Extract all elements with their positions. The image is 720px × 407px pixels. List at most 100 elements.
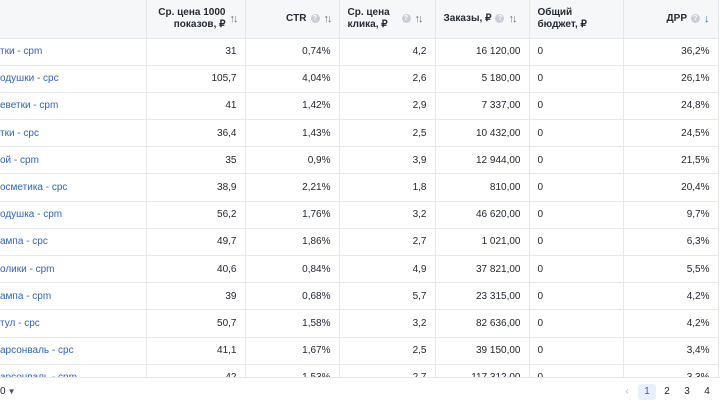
header-name	[0, 0, 147, 39]
table-row: ой - cpm 35 0,9% 3,9 12 944,00 0 21,5%	[0, 146, 719, 175]
cell-cpm: 42	[146, 364, 246, 377]
cell-name[interactable]: тки - cpc	[0, 119, 147, 148]
cell-budget: 0	[529, 309, 624, 338]
page-button-3[interactable]: 3	[684, 386, 690, 397]
cell-drr: 9,7%	[623, 201, 719, 229]
cell-drr: 5,5%	[623, 255, 719, 284]
cell-name[interactable]: еветки - cpm	[0, 92, 147, 121]
header-drr[interactable]: ДРР? ↓	[623, 0, 719, 39]
cell-name[interactable]: арсонваль - cpm	[0, 364, 147, 377]
cell-cpm: 41,1	[146, 337, 246, 365]
header-budget[interactable]: Общий бюджет, ₽	[529, 0, 624, 39]
sort-icon[interactable]: ↑↓	[229, 12, 239, 25]
header-cpc[interactable]: Ср. цена клика, ₽? ↑↓	[339, 0, 436, 39]
cell-drr: 3,4%	[623, 337, 719, 365]
cell-ctr: 0,84%	[245, 255, 340, 284]
cell-name[interactable]: ой - cpm	[0, 146, 147, 175]
cell-ctr: 4,04%	[245, 65, 340, 93]
cell-cpm: 36,4	[146, 119, 246, 148]
cell-orders: 1 021,00	[435, 228, 530, 257]
page-button-2[interactable]: 2	[664, 386, 670, 397]
table-row: ампа - cpc 49,7 1,86% 2,7 1 021,00 0 6,3%	[0, 228, 719, 257]
cell-cpm: 41	[146, 92, 246, 121]
campaign-table: Ср. цена 1000 показов, ₽ ↑↓ CTR? ↑↓ Ср. це…	[0, 0, 719, 377]
header-cpc-label: Ср. цена клика, ₽	[347, 6, 390, 30]
cell-name[interactable]: тул - cpc	[0, 309, 147, 338]
cell-budget: 0	[529, 38, 624, 66]
cell-cpm: 49,7	[146, 228, 246, 257]
cell-budget: 0	[529, 146, 624, 175]
cell-orders: 5 180,00	[435, 65, 530, 93]
cell-drr: 20,4%	[623, 173, 719, 202]
cell-cpc: 3,9	[339, 146, 436, 175]
cell-orders: 7 337,00	[435, 92, 530, 121]
table-body: тки - cpm 31 0,74% 4,2 16 120,00 0 36,2% одушки…	[0, 38, 719, 377]
cell-name[interactable]: ампа - cpc	[0, 228, 147, 257]
header-orders[interactable]: Заказы, ₽? ↑↓	[435, 0, 530, 39]
cell-ctr: 1,86%	[245, 228, 340, 257]
info-icon[interactable]: ?	[401, 14, 411, 24]
cell-cpm: 105,7	[146, 65, 246, 93]
cell-cpm: 39	[146, 282, 246, 311]
cell-name[interactable]: арсонваль - cpc	[0, 337, 147, 365]
cell-cpm: 40,6	[146, 255, 246, 284]
page-button-1[interactable]: 1	[638, 384, 656, 400]
cell-cpc: 5,7	[339, 282, 436, 311]
table-row: тки - cpm 31 0,74% 4,2 16 120,00 0 36,2%	[0, 38, 719, 66]
prev-page-button[interactable]: ‹	[625, 386, 629, 397]
cell-name[interactable]: тки - cpm	[0, 38, 147, 66]
page-button-4[interactable]: 4	[704, 386, 710, 397]
cell-name[interactable]: ампа - cpm	[0, 282, 147, 311]
info-icon[interactable]: ?	[310, 14, 320, 24]
cell-budget: 0	[529, 282, 624, 311]
header-ctr[interactable]: CTR? ↑↓	[245, 0, 340, 39]
cell-orders: 117 312,00	[435, 364, 530, 377]
cell-budget: 0	[529, 201, 624, 229]
cell-cpc: 2,7	[339, 364, 436, 377]
header-budget-label: Общий бюджет, ₽	[537, 6, 587, 30]
cell-cpc: 1,8	[339, 173, 436, 202]
cell-name[interactable]: одушки - cpc	[0, 65, 147, 93]
header-cpm[interactable]: Ср. цена 1000 показов, ₽ ↑↓	[146, 0, 246, 39]
cell-cpm: 31	[146, 38, 246, 66]
cell-cpm: 35	[146, 146, 246, 175]
cell-name[interactable]: одушка - cpm	[0, 201, 147, 229]
table-row: тки - cpc 36,4 1,43% 2,5 10 432,00 0 24,5%	[0, 119, 719, 148]
sort-desc-icon[interactable]: ↓	[704, 12, 710, 25]
cell-budget: 0	[529, 65, 624, 93]
table-row: осметика - cpc 38,9 2,21% 1,8 810,00 0 20,4%	[0, 173, 719, 202]
cell-cpm: 56,2	[146, 201, 246, 229]
header-cpm-label: Ср. цена 1000 показов, ₽	[158, 6, 226, 30]
cell-cpc: 2,5	[339, 119, 436, 148]
cell-ctr: 1,43%	[245, 119, 340, 148]
sort-icon[interactable]: ↑↓	[508, 12, 517, 25]
cell-cpc: 2,9	[339, 92, 436, 121]
cell-orders: 16 120,00	[435, 38, 530, 66]
page-size-select[interactable]: 0 ▼	[0, 386, 15, 397]
sort-icon[interactable]: ↑↓	[323, 12, 333, 25]
table-header-row: Ср. цена 1000 показов, ₽ ↑↓ CTR? ↑↓ Ср. це…	[0, 0, 719, 39]
cell-budget: 0	[529, 337, 624, 365]
info-icon[interactable]: ?	[691, 14, 700, 24]
cell-name[interactable]: олики - cpm	[0, 255, 147, 284]
sort-icon[interactable]: ↑↓	[414, 12, 424, 25]
cell-ctr: 1,76%	[245, 201, 340, 229]
cell-cpc: 2,5	[339, 337, 436, 365]
cell-orders: 82 636,00	[435, 309, 530, 338]
cell-budget: 0	[529, 119, 624, 148]
cell-drr: 26,1%	[623, 65, 719, 93]
cell-budget: 0	[529, 364, 624, 377]
table-row: арсонваль - cpc 41,1 1,67% 2,5 39 150,00 0 3,4…	[0, 337, 719, 365]
cell-orders: 10 432,00	[435, 119, 530, 148]
header-drr-label: ДРР	[666, 12, 687, 24]
table-row: тул - cpc 50,7 1,58% 3,2 82 636,00 0 4,2%	[0, 309, 719, 338]
cell-drr: 6,3%	[623, 228, 719, 257]
info-icon[interactable]: ?	[495, 14, 505, 24]
cell-ctr: 1,53%	[245, 364, 340, 377]
cell-budget: 0	[529, 92, 624, 121]
chevron-down-icon: ▼	[7, 387, 16, 396]
cell-ctr: 0,68%	[245, 282, 340, 311]
cell-orders: 810,00	[435, 173, 530, 202]
cell-name[interactable]: осметика - cpc	[0, 173, 147, 202]
